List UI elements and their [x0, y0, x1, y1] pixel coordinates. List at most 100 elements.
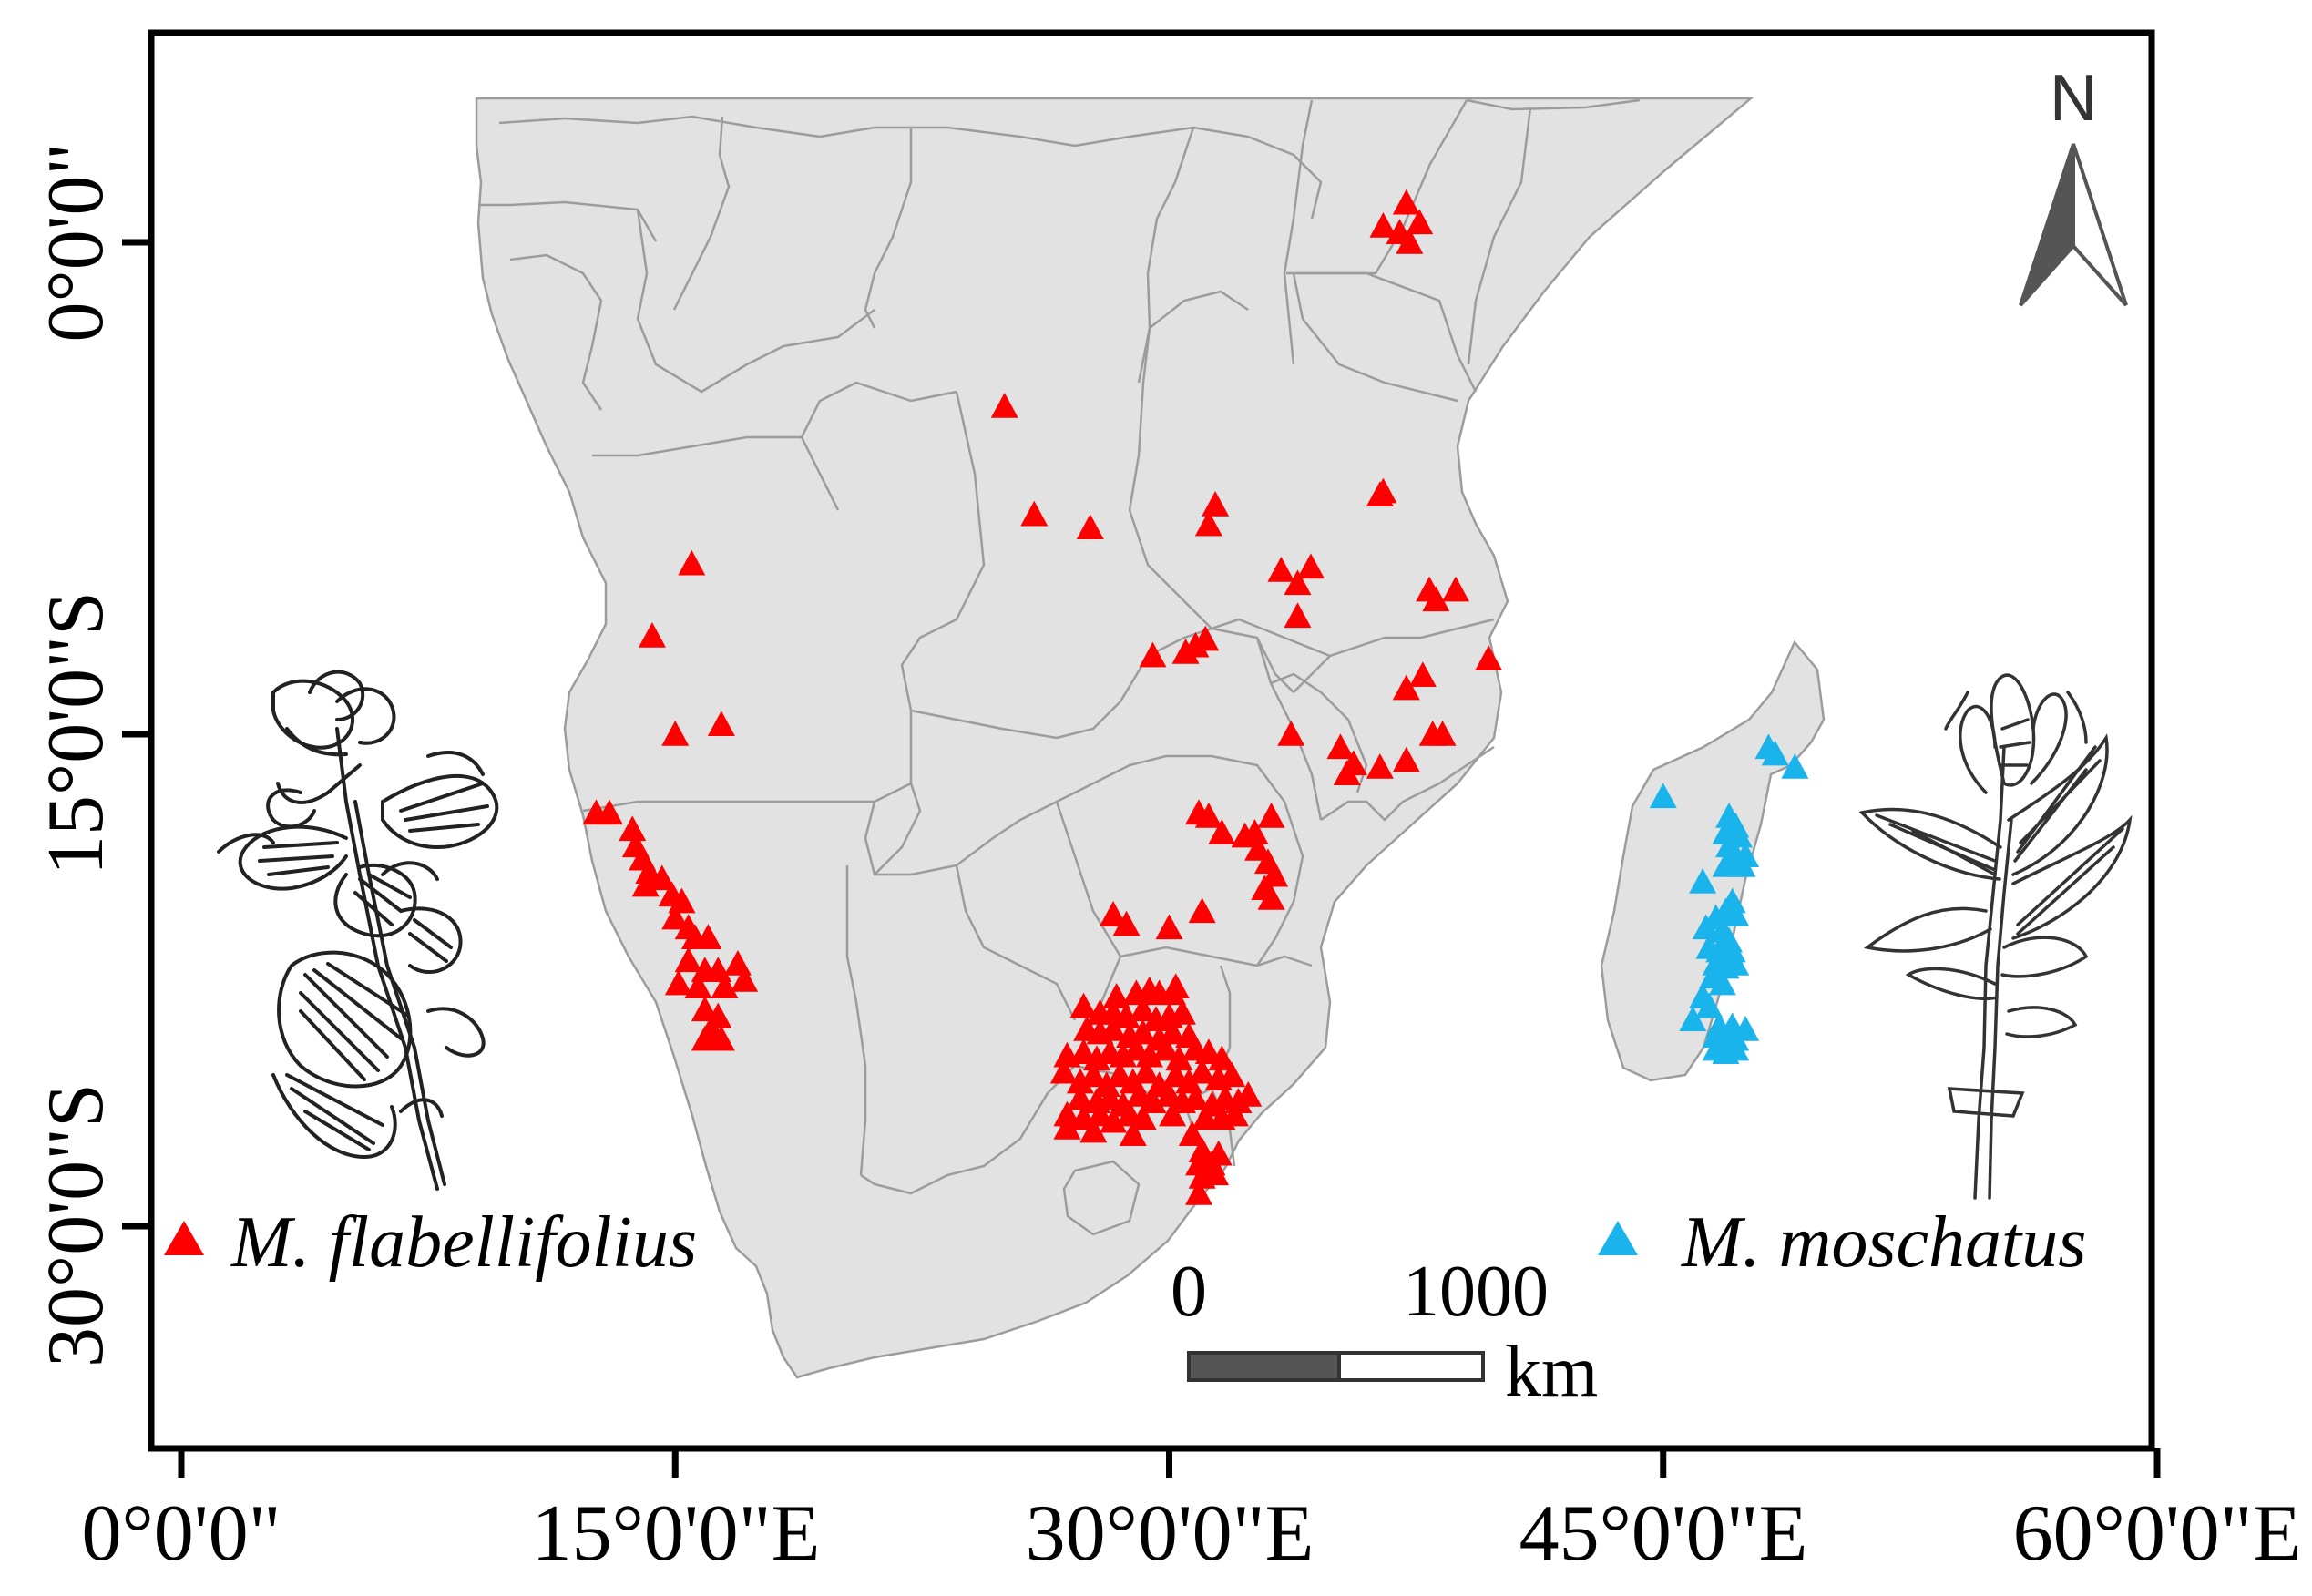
occurrence-point-flabellifolius [674, 946, 702, 973]
north-arrow-icon: N [2019, 62, 2128, 307]
occurrence-point-flabellifolius [1082, 1045, 1110, 1071]
occurrence-point-flabellifolius [1257, 803, 1285, 828]
y-tick-label: 0°0'0" [32, 143, 120, 343]
occurrence-point-flabellifolius [1422, 586, 1450, 612]
occurrence-point-flabellifolius [1277, 721, 1305, 746]
occurrence-point-flabellifolius [1112, 910, 1141, 936]
leaf-sketch-icon [1858, 673, 2133, 1200]
occurrence-point-flabellifolius [1194, 803, 1222, 828]
occurrence-point-flabellifolius [1155, 914, 1183, 940]
occurrence-point-moschatus [1722, 950, 1750, 976]
north-label: N [2050, 62, 2097, 135]
africa-landmass [475, 97, 1754, 1379]
scale-end-label: 1000 [1403, 1252, 1549, 1332]
occurrence-point-flabellifolius [1333, 760, 1361, 785]
x-tick-label: 0°0'0" [82, 1489, 281, 1578]
occurrence-point-flabellifolius [1079, 1061, 1108, 1088]
occurrence-point-flabellifolius [1053, 1100, 1081, 1127]
x-tick-label: 60°0'0"E [2013, 1489, 2302, 1578]
occurrence-point-flabellifolius [1241, 819, 1269, 844]
occurrence-point-flabellifolius [707, 711, 735, 736]
occurrence-point-flabellifolius [661, 904, 690, 930]
occurrence-point-flabellifolius [1076, 514, 1104, 539]
occurrence-point-moschatus [1728, 852, 1756, 877]
occurrence-point-flabellifolius [1053, 1114, 1081, 1140]
occurrence-point-flabellifolius [1442, 576, 1470, 602]
flower-sketch-icon [217, 670, 499, 1191]
occurrence-point-moschatus [1781, 753, 1809, 779]
occurrence-point-flabellifolius [1221, 1100, 1249, 1127]
occurrence-point-flabellifolius [1234, 1081, 1263, 1107]
x-tick-label: 45°0'0"E [1519, 1489, 1808, 1578]
occurrence-point-flabellifolius [1129, 1104, 1157, 1130]
scale-unit-label: km [1505, 1332, 1598, 1412]
occurrence-point-flabellifolius [1092, 1071, 1120, 1097]
occurrence-point-flabellifolius [1257, 885, 1285, 910]
x-tick-label: 15°0'0"E [532, 1489, 821, 1578]
y-tick-label: 30°0'0"S [32, 1083, 120, 1367]
occurrence-point-moschatus [1649, 783, 1677, 809]
occurrence-point-flabellifolius [1475, 645, 1503, 670]
occurrence-point-flabellifolius [1182, 1084, 1210, 1110]
moschatus-points [1649, 733, 1809, 1064]
occurrence-point-flabellifolius [1159, 1100, 1187, 1127]
occurrence-point-flabellifolius [1366, 481, 1394, 506]
occurrence-point-flabellifolius [1392, 189, 1420, 215]
flabellifolius-points [582, 189, 1503, 1205]
occurrence-point-moschatus [1695, 992, 1724, 1018]
occurrence-point-flabellifolius [631, 871, 660, 897]
occurrence-point-flabellifolius [1100, 1016, 1128, 1041]
occurrence-point-flabellifolius [1151, 1035, 1180, 1061]
occurrence-point-flabellifolius [1102, 983, 1130, 1008]
occurrence-point-flabellifolius [1408, 661, 1437, 687]
occurrence-point-flabellifolius [990, 393, 1018, 418]
occurrence-point-flabellifolius [1100, 1107, 1128, 1133]
occurrence-point-flabellifolius [1396, 229, 1424, 254]
scale-start-label: 0 [1171, 1252, 1207, 1332]
occurrence-point-flabellifolius [1066, 1068, 1094, 1094]
occurrence-point-flabellifolius [1112, 1002, 1141, 1028]
occurrence-point-flabellifolius [1202, 491, 1230, 517]
occurrence-point-flabellifolius [1284, 569, 1312, 596]
occurrence-point-flabellifolius [619, 815, 647, 842]
y-tick-label: 15°0'0"S [32, 591, 120, 875]
legend-moschatus: M. moschatus [1598, 1202, 2086, 1283]
occurrence-point-flabellifolius [1139, 641, 1167, 668]
occurrence-point-flabellifolius [1296, 553, 1325, 579]
occurrence-point-flabellifolius [1165, 1045, 1193, 1071]
occurrence-point-flabellifolius [648, 864, 676, 891]
legend-flabellifolius: M. flabellifolius [164, 1202, 697, 1283]
legend-marker-red-triangle [164, 1221, 204, 1255]
occurrence-point-flabellifolius [1161, 973, 1190, 998]
occurrence-point-moschatus [1679, 1006, 1707, 1031]
occurrence-point-flabellifolius [694, 924, 722, 949]
occurrence-point-flabellifolius [1284, 602, 1312, 629]
occurrence-point-flabellifolius [1185, 1180, 1213, 1205]
occurrence-point-flabellifolius [1020, 500, 1049, 527]
legend-label-flabellifolius: M. flabellifolius [230, 1202, 697, 1283]
occurrence-point-flabellifolius [1218, 1061, 1246, 1088]
occurrence-point-flabellifolius [595, 799, 623, 825]
occurrence-point-flabellifolius [1366, 753, 1394, 779]
occurrence-point-flabellifolius [1129, 996, 1157, 1022]
legend-marker-blue-triangle [1598, 1221, 1638, 1255]
occurrence-point-flabellifolius [661, 721, 690, 746]
occurrence-point-moschatus [1708, 969, 1736, 996]
occurrence-point-flabellifolius [1406, 209, 1434, 235]
occurrence-point-flabellifolius [711, 973, 739, 998]
occurrence-point-flabellifolius [1428, 721, 1457, 746]
occurrence-point-flabellifolius [1326, 733, 1355, 760]
occurrence-point-moschatus [1722, 901, 1750, 926]
legend-label-moschatus: M. moschatus [1681, 1202, 2086, 1283]
occurrence-point-moschatus [1689, 868, 1717, 894]
occurrence-point-flabellifolius [1188, 1058, 1216, 1084]
country-borders [478, 98, 1641, 1195]
occurrence-point-flabellifolius [1168, 999, 1196, 1025]
scale-bar: 0 1000 km [1171, 1252, 1598, 1412]
y-tick-labels: 0°0'0" 15°0'0"S 30°0'0"S [32, 143, 120, 1367]
occurrence-point-flabellifolius [1369, 212, 1397, 238]
occurrence-point-moschatus [1722, 1035, 1750, 1061]
occurrence-point-flabellifolius [1392, 746, 1420, 772]
occurrence-point-flabellifolius [1109, 1041, 1137, 1068]
